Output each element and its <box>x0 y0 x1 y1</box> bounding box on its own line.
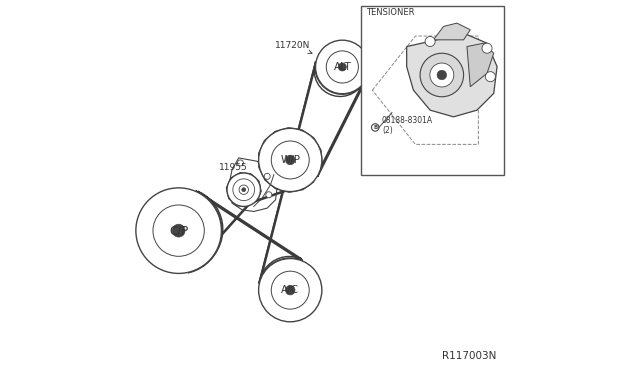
Circle shape <box>326 51 358 83</box>
Circle shape <box>136 188 221 273</box>
Circle shape <box>271 141 309 179</box>
Text: 08188-8301A
(2): 08188-8301A (2) <box>382 116 433 135</box>
Polygon shape <box>406 33 497 117</box>
Circle shape <box>482 43 492 53</box>
Circle shape <box>285 285 295 295</box>
Text: ALT: ALT <box>333 62 351 72</box>
Circle shape <box>239 185 248 195</box>
Text: TENSIONER: TENSIONER <box>367 8 415 17</box>
Circle shape <box>339 63 346 71</box>
Text: 11955: 11955 <box>219 163 248 171</box>
Circle shape <box>259 128 322 192</box>
Circle shape <box>437 70 447 80</box>
Bar <box>361 6 504 175</box>
Circle shape <box>316 40 369 94</box>
Text: C/P: C/P <box>169 224 188 237</box>
Circle shape <box>242 188 246 192</box>
Text: W/P: W/P <box>280 155 300 165</box>
Circle shape <box>430 63 454 87</box>
Circle shape <box>266 192 272 198</box>
Text: B: B <box>373 125 378 130</box>
Text: R117003N: R117003N <box>442 351 496 361</box>
Circle shape <box>233 179 255 201</box>
Polygon shape <box>467 43 493 87</box>
Circle shape <box>264 173 270 179</box>
Circle shape <box>172 224 185 237</box>
Circle shape <box>372 124 379 131</box>
Circle shape <box>425 36 435 46</box>
Circle shape <box>237 160 243 166</box>
Text: A/C: A/C <box>281 285 300 295</box>
Circle shape <box>227 173 260 206</box>
Circle shape <box>485 72 495 82</box>
Circle shape <box>153 205 204 256</box>
Text: 11720N: 11720N <box>275 41 312 54</box>
Circle shape <box>271 271 309 309</box>
Circle shape <box>420 53 463 97</box>
Circle shape <box>285 155 295 165</box>
Polygon shape <box>433 23 470 40</box>
Circle shape <box>259 259 322 322</box>
